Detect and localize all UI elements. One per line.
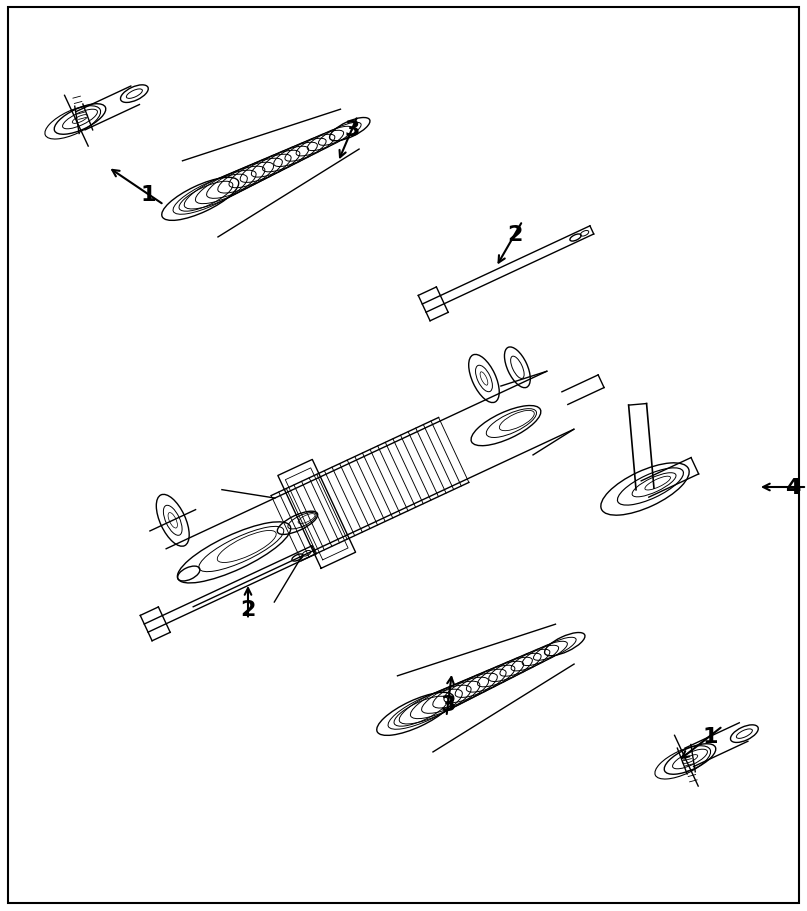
Text: 3: 3	[441, 694, 456, 714]
Text: 2: 2	[508, 225, 523, 245]
Text: 3: 3	[345, 120, 360, 140]
Text: 4: 4	[785, 477, 801, 497]
Text: 1: 1	[702, 726, 717, 746]
Text: 1: 1	[140, 185, 156, 205]
Text: 2: 2	[240, 599, 256, 619]
